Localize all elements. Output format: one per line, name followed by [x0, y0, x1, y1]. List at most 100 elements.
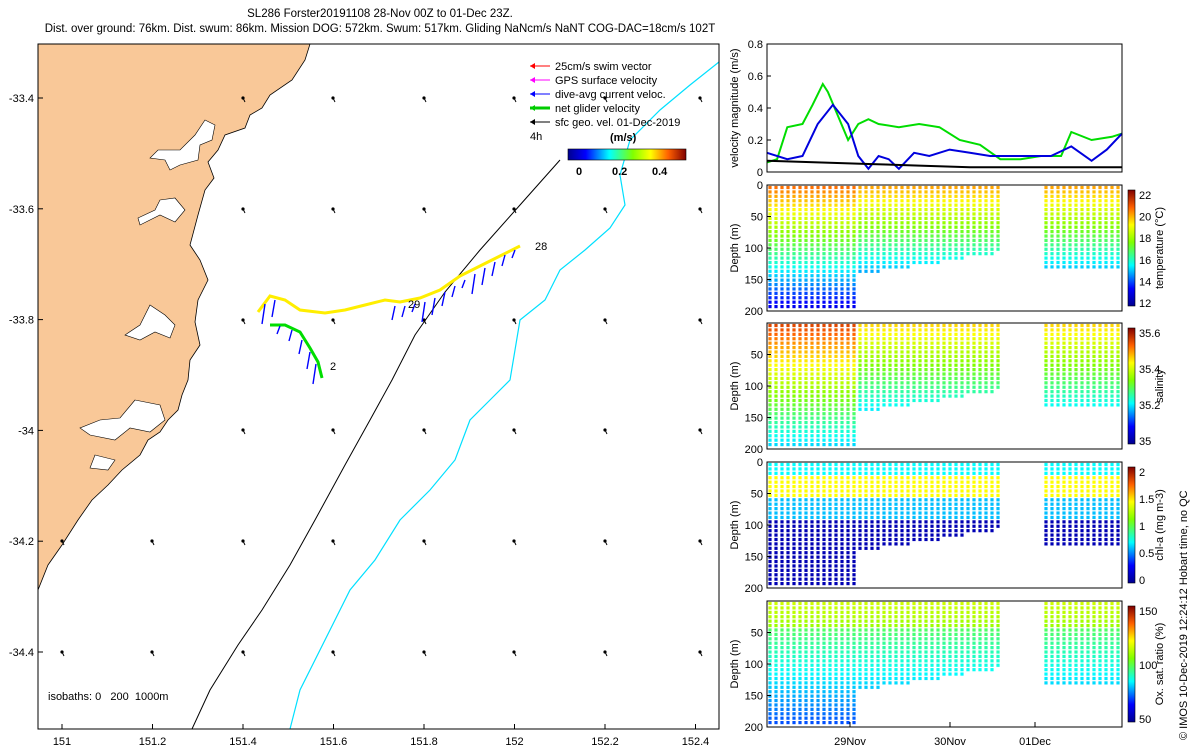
profile-sample	[810, 407, 814, 411]
profile-sample	[1062, 502, 1066, 506]
profile-sample	[972, 529, 976, 533]
map-panel[interactable]: 28 29 2 isobaths: 0 200 1000m 25cm/s swi…	[9, 43, 720, 748]
profile-sample	[822, 256, 826, 260]
geo-vector-head	[512, 428, 516, 432]
profile-sample	[1086, 385, 1090, 389]
profile-sample	[822, 646, 826, 650]
profile-sample	[792, 564, 796, 568]
section-panel-temp[interactable]: Depth (m)050100150200121416182022tempera…	[729, 180, 1166, 318]
profile-sample	[1110, 354, 1114, 358]
profile-sample	[954, 511, 958, 515]
profile-sample	[888, 381, 892, 385]
profile-sample	[798, 190, 802, 194]
profile-sample	[780, 203, 784, 207]
profile-sample	[804, 551, 808, 555]
profile-sample	[918, 610, 922, 614]
profile-sample	[990, 507, 994, 511]
profile-sample	[1080, 650, 1084, 654]
profile-sample	[912, 511, 916, 515]
profile-sample	[1104, 623, 1108, 628]
profile-sample	[936, 350, 940, 354]
profile-sample	[822, 304, 826, 309]
profile-sample	[840, 471, 844, 475]
section-panel-sal[interactable]: Depth (m)501001502003535.235.435.6salini…	[729, 322, 1166, 456]
profile-sample	[870, 641, 874, 645]
profile-sample	[858, 407, 862, 411]
profile-sample	[864, 385, 868, 389]
profile-sample	[1050, 221, 1054, 225]
profile-sample	[900, 230, 904, 234]
profile-sample	[936, 372, 940, 376]
profile-sample	[816, 323, 820, 328]
profile-sample	[1098, 533, 1102, 537]
profile-sample	[906, 372, 910, 376]
profile-sample	[948, 345, 952, 350]
profile-sample	[978, 376, 982, 381]
profile-sample	[774, 323, 778, 328]
profile-sample	[816, 354, 820, 358]
profile-sample	[942, 390, 946, 394]
profile-sample	[996, 511, 1000, 515]
profile-sample	[900, 403, 904, 407]
profile-sample	[852, 407, 856, 411]
profile-sample	[1086, 628, 1090, 632]
section-panels[interactable]: Depth (m)050100150200121416182022tempera…	[729, 180, 1166, 748]
profile-sample	[1116, 337, 1120, 341]
velocity-panel[interactable]: 00.20.40.60.8 velocity magnitude (m/s)	[729, 39, 1123, 179]
profile-sample	[1098, 462, 1102, 467]
profile-sample	[846, 577, 850, 581]
profile-sample	[822, 628, 826, 632]
profile-sample	[936, 502, 940, 506]
profile-sample	[828, 230, 832, 234]
profile-sample	[954, 203, 958, 207]
profile-sample	[774, 685, 778, 689]
profile-sample	[1080, 520, 1084, 524]
profile-sample	[924, 476, 928, 480]
profile-sample	[804, 225, 808, 229]
profile-sample	[870, 623, 874, 628]
profile-sample	[942, 372, 946, 376]
profile-sample	[900, 341, 904, 345]
profile-sample	[978, 199, 982, 203]
profile-sample	[876, 471, 880, 475]
profile-sample	[816, 194, 820, 198]
profile-sample	[936, 207, 940, 212]
profile-sample	[774, 212, 778, 216]
profile-sample	[882, 471, 886, 475]
profile-sample	[876, 650, 880, 654]
profile-sample	[768, 703, 772, 707]
profile-sample	[828, 507, 832, 511]
profile-sample	[798, 637, 802, 641]
profile-sample	[858, 203, 862, 207]
profile-sample	[882, 225, 886, 229]
profile-sample	[864, 515, 868, 520]
profile-sample	[942, 650, 946, 654]
profile-sample	[876, 265, 880, 269]
profile-sample	[846, 256, 850, 260]
profile-sample	[882, 489, 886, 493]
profile-sample	[846, 533, 850, 537]
profile-sample	[930, 663, 934, 667]
profile-sample	[768, 606, 772, 610]
profile-sample	[1110, 221, 1114, 225]
profile-sample	[954, 489, 958, 493]
profile-sample	[1110, 398, 1114, 403]
profile-sample	[978, 216, 982, 220]
profile-sample	[912, 646, 916, 650]
profile-sample	[960, 529, 964, 533]
profile-sample	[780, 484, 784, 489]
profile-sample	[1086, 641, 1090, 645]
profile-sample	[912, 332, 916, 336]
profile-sample	[966, 194, 970, 198]
profile-sample	[786, 345, 790, 350]
profile-sample	[930, 372, 934, 376]
profile-sample	[816, 581, 820, 586]
profile-sample	[990, 238, 994, 243]
profile-sample	[1110, 185, 1114, 190]
profile-sample	[876, 354, 880, 358]
profile-sample	[792, 720, 796, 725]
profile-sample	[780, 659, 784, 663]
profile-sample	[840, 511, 844, 515]
